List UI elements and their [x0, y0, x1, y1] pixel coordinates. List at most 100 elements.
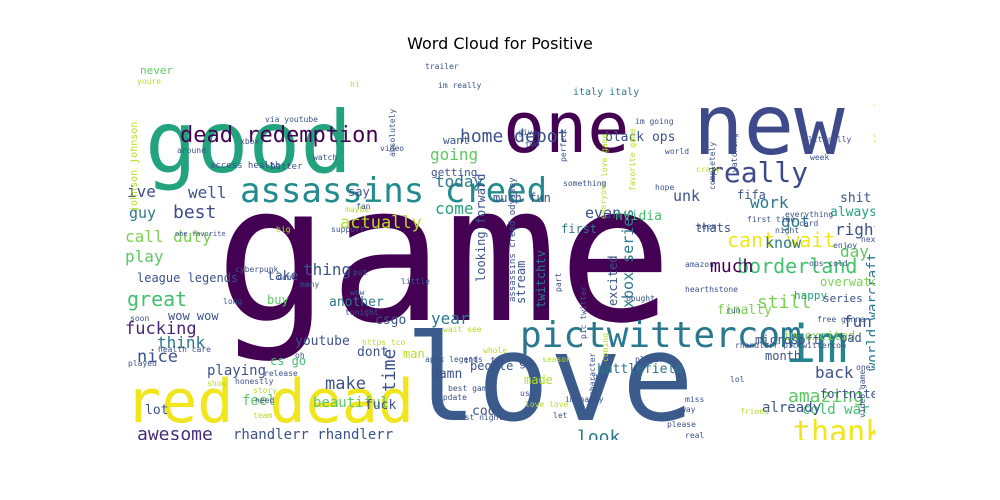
word-love-love: love love: [525, 400, 569, 409]
word-people: people: [470, 359, 513, 373]
word-im-excited: im excited: [783, 329, 855, 343]
word-play: play: [125, 247, 164, 266]
word-know: know: [765, 234, 802, 252]
word-im-going: im going: [635, 117, 674, 126]
word-health-care: health care: [158, 345, 211, 354]
word-say: say: [348, 185, 370, 199]
word-put: put: [353, 268, 368, 277]
word-access-health: access health: [210, 161, 280, 171]
word-character: character: [588, 352, 597, 396]
word-update: update: [438, 393, 467, 402]
word-think: think: [157, 333, 206, 352]
word-assassins-creed: assassins creed: [240, 171, 547, 211]
word-use: use: [520, 389, 535, 398]
word-coming: coming: [601, 333, 610, 362]
word-happy: happy: [794, 289, 827, 302]
word-call-duty: call duty: [125, 227, 212, 246]
word-free: free: [817, 315, 836, 324]
word-ive: ive: [127, 182, 156, 201]
word-one-favorite: one favorite: [175, 230, 226, 238]
word-need: need: [255, 396, 274, 405]
word-first: first: [561, 222, 597, 236]
word-ill: ill: [464, 356, 479, 365]
word-looking-forward: looking forward: [474, 174, 488, 282]
word-fan: fan: [356, 202, 371, 211]
word-hi: hi: [350, 80, 360, 89]
word-everything: everything: [785, 210, 833, 219]
word-gonna: gonna: [841, 315, 865, 324]
word-miss: miss: [685, 395, 704, 404]
word-lol: lol: [730, 375, 745, 384]
word-thank: thank: [793, 415, 875, 440]
word-make: make: [325, 374, 366, 394]
word-lot: lot: [145, 403, 168, 418]
word-youtube: youtube: [295, 334, 350, 349]
word-little: little: [401, 277, 430, 286]
word-series: series: [823, 292, 863, 305]
word-gta: gta: [593, 372, 608, 381]
word-cant-wait: cant wait: [727, 228, 835, 252]
word-got: got: [781, 212, 810, 231]
word-im-really: im really: [438, 81, 482, 90]
word-man: man: [403, 347, 425, 361]
word-ops-cold: ops cold: [809, 259, 848, 268]
word-look: look: [577, 427, 621, 440]
word-cold-war: cold war: [802, 402, 869, 418]
word-game: game: [215, 144, 673, 365]
word-league-legends: league legends: [137, 271, 238, 285]
word-im: im: [785, 315, 848, 375]
word-crazy: crazy: [696, 165, 720, 174]
word-nvidia: nvidia: [615, 209, 662, 224]
word-time: time: [379, 349, 400, 392]
word-enjoy: enjoy: [833, 241, 857, 250]
word-absolutely: absolutely: [388, 109, 397, 157]
word-release: release: [264, 369, 298, 378]
word-johnson-johnson: johnson johnson: [129, 122, 140, 212]
word-guy: guy: [129, 204, 156, 222]
word-story: story: [253, 386, 277, 395]
word-something: something: [563, 179, 607, 188]
word-rhandlerr-pictwittercom: rhandlerr pictwittercom: [735, 341, 846, 350]
word-world-warcraft: world warcraft: [865, 253, 875, 371]
word-great: great: [127, 287, 187, 311]
word-https-tco: https tco: [362, 338, 406, 347]
word-big: big: [276, 225, 291, 234]
word-shit: shit: [840, 191, 871, 206]
word-trailer: trailer: [425, 62, 459, 71]
word-day: day: [840, 242, 869, 261]
word-one-best: one best: [856, 363, 875, 372]
word-battlefield: battlefield: [597, 362, 683, 377]
word-fucking: fucking: [125, 319, 197, 339]
word-watch: watch: [313, 153, 337, 162]
word-first-time: first time: [747, 215, 795, 224]
word-much: much: [710, 256, 753, 277]
word-xbox: xbox: [240, 137, 259, 146]
word-dead-redemption: dead redemption: [180, 123, 379, 148]
word-hearthstone: hearthstone: [685, 285, 738, 294]
word-still: still: [757, 292, 811, 313]
word-home-depot: home depot: [460, 126, 568, 147]
word-go: go: [519, 355, 533, 369]
word-another: another: [329, 295, 384, 310]
word-two: two: [525, 140, 540, 149]
word-cyberpunk: cyberpunk: [235, 265, 279, 274]
word-everyone: everyone: [599, 180, 608, 219]
word-microsoft: microsoft: [755, 333, 820, 347]
word-far: far: [490, 356, 505, 365]
word-player: player: [635, 355, 664, 364]
word-much-fun: much fun: [493, 191, 551, 205]
word-wait-see: wait see: [443, 325, 482, 334]
word-seem: seem: [697, 222, 716, 231]
word-feel: feel: [242, 393, 276, 409]
word-good: good: [145, 93, 352, 193]
word-long: long: [223, 297, 242, 306]
word-wow-wow: wow wow: [168, 309, 219, 323]
word-twitchtv: twitchtv: [534, 250, 548, 308]
word-soon: soon: [130, 314, 149, 323]
chart-title: Word Cloud for Positive: [407, 34, 593, 53]
word-back: back: [815, 363, 854, 382]
word-cs-go: cs go: [270, 354, 306, 368]
word-beautiful: beautiful: [313, 395, 389, 411]
word-apex-legends: apex legends: [425, 355, 483, 364]
